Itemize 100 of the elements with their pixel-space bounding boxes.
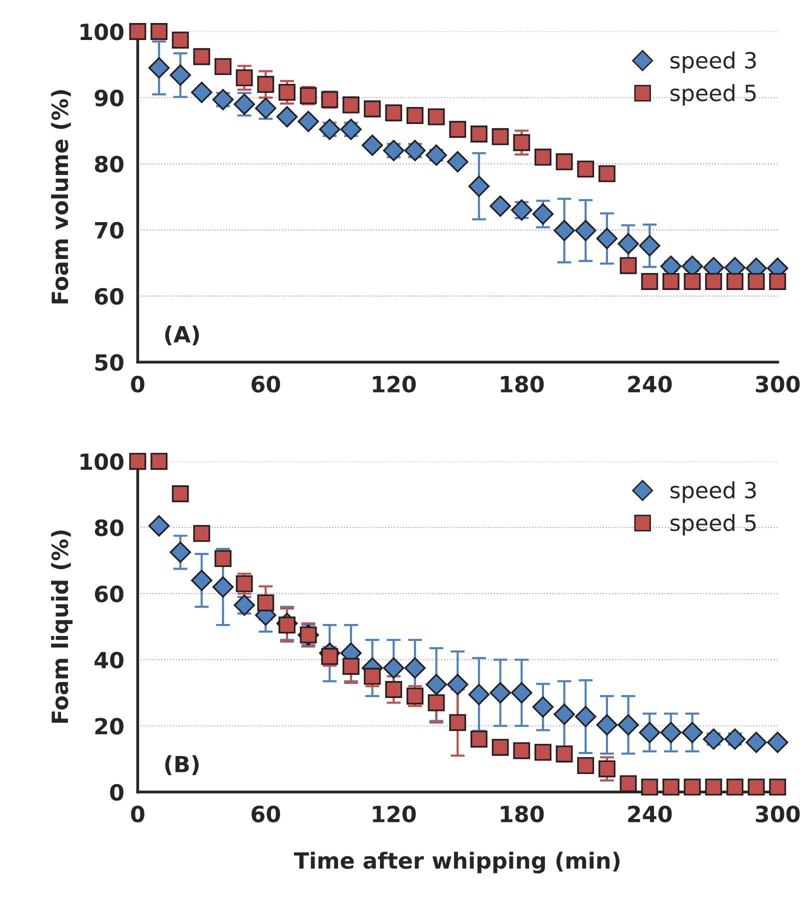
y-tick-label: 50 [95,354,124,371]
point [129,23,146,40]
point [577,160,594,178]
point [364,100,381,118]
point [406,107,424,124]
point [468,176,490,197]
point [470,126,488,142]
point [598,165,616,182]
point [342,96,360,114]
point [748,778,765,796]
point [385,681,402,698]
x-tick-label: 180 [500,806,544,822]
point [618,233,639,254]
point [510,682,532,704]
point [468,684,490,706]
x-tick-label: 0 [131,376,144,393]
point [574,706,596,728]
point [193,524,210,542]
point [404,657,426,679]
point [385,104,402,122]
y-axis-title: Foam liquid (%) [51,530,73,723]
point [449,714,466,732]
point [148,515,170,536]
point [598,760,616,778]
point [513,134,530,152]
point [724,728,746,750]
point [556,746,573,762]
point [702,728,724,750]
point [684,273,701,290]
point [620,775,637,792]
point [362,134,383,156]
point [428,108,445,126]
point [705,778,722,796]
legend-label: speed 3 [670,52,756,74]
point [660,722,682,744]
point [534,744,552,761]
point [150,23,168,40]
x-tick-label: 60 [252,376,280,393]
point [298,110,319,132]
point [554,220,575,242]
x-tick-label: 120 [372,376,416,393]
x-tick-label: 300 [756,376,800,393]
y-tick-label: 80 [94,519,124,536]
y-tick-label: 90 [94,90,124,106]
x-tick-label: 0 [131,806,144,822]
point [577,757,594,774]
legend-label: speed 5 [670,514,756,536]
point [426,674,447,696]
point [532,696,554,718]
x-tick-label: 300 [756,806,800,822]
y-tick-label: 100 [80,23,124,40]
point [449,120,466,138]
point [641,778,658,796]
point [769,778,786,796]
point [726,273,744,290]
point [490,682,511,704]
y-tick-label: 100 [80,453,124,470]
point [554,704,575,725]
point [446,151,468,172]
x-tick-label: 240 [628,376,672,393]
x-tick-label: 240 [628,806,672,822]
y-axis-title: Foam volume (%) [51,90,71,304]
point [129,452,146,470]
point [276,106,298,128]
point [638,722,660,744]
y-tick-label: 70 [95,222,124,239]
y-tick-label: 0 [110,784,124,801]
point [662,273,680,290]
point [191,82,212,103]
point [682,722,703,744]
point [620,257,637,274]
point [492,128,509,146]
point [428,694,445,712]
y-tick-label: 40 [94,652,124,668]
x-tick-label: 60 [252,806,280,822]
legend-label: speed 5 [670,84,756,106]
point [662,778,680,796]
point [746,732,767,754]
point [170,64,192,86]
point [532,203,554,225]
point [257,594,274,612]
point [383,657,404,679]
point [342,658,360,675]
legend-label: speed 3 [670,481,756,503]
point [148,57,170,79]
point [684,778,701,796]
y-tick-label: 80 [94,156,124,173]
annotation: (B) [165,755,199,776]
point [556,153,573,170]
point [170,542,192,563]
annotation: (A) [165,325,199,346]
point [596,228,618,250]
point [638,235,660,256]
point [596,714,618,736]
point [257,76,274,93]
y-tick-label: 60 [94,586,124,602]
point [150,452,168,470]
point [426,144,447,166]
point [492,738,509,756]
point [470,730,488,748]
